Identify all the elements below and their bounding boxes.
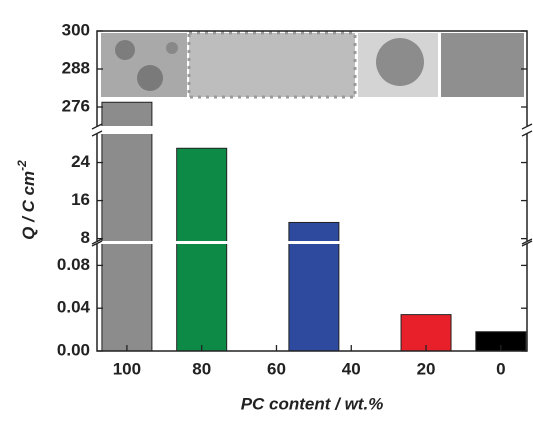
y-tick-label: 0.04 (57, 298, 91, 317)
axis-break (98, 241, 526, 244)
x-tick-label: 60 (267, 359, 286, 378)
axis-break-gap (94, 241, 100, 244)
axis-break (98, 126, 526, 134)
y-tick-label: 16 (71, 190, 90, 209)
y-tick-label: 8 (81, 228, 90, 247)
break-mark (91, 238, 103, 245)
break-mark (521, 123, 533, 130)
axis-break-gap (94, 126, 100, 134)
break-mark (521, 240, 533, 247)
break-mark (521, 238, 533, 245)
bar (400, 314, 452, 352)
break-mark (91, 130, 103, 137)
axis-break-gap (524, 126, 530, 134)
axis-break-gap (524, 241, 530, 244)
x-tick-label: 0 (496, 359, 505, 378)
y-label-exponent: -2 (15, 160, 29, 171)
x-tick-label: 20 (417, 359, 436, 378)
break-mark (91, 240, 103, 247)
break-mark (521, 130, 533, 137)
x-tick-label: 40 (342, 359, 361, 378)
sem-insets (101, 31, 524, 99)
y-tick-label: 276 (62, 96, 90, 115)
x-tick-label: 100 (113, 359, 141, 378)
y-tick-label: 0.08 (57, 255, 90, 274)
x-axis-title: PC content / wt.% (241, 394, 384, 413)
y-label: Q / C cm (19, 171, 38, 240)
bar (101, 101, 153, 352)
y-tick-label: 300 (62, 20, 90, 39)
y-tick-label: 288 (62, 58, 90, 77)
bar (176, 147, 228, 352)
x-tick-label: 80 (192, 359, 211, 378)
plot-frame (96, 30, 528, 352)
y-tick-label: 0.00 (57, 340, 90, 359)
y-tick-label: 24 (71, 152, 90, 171)
break-mark (91, 123, 103, 130)
y-axis-title: Q / C cm-2 (15, 160, 38, 240)
